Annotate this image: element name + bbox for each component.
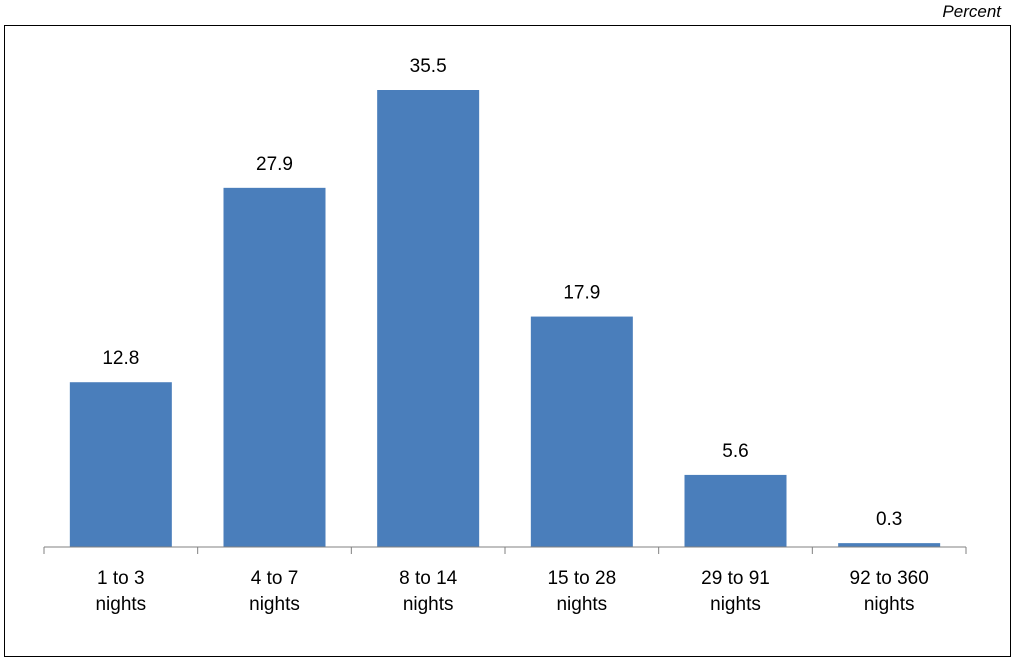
- category-label-0-line-0: 1 to 3: [97, 568, 145, 589]
- value-label-1: 27.9: [256, 154, 293, 175]
- category-label-3-line-1: nights: [556, 594, 607, 615]
- category-label-1-line-0: 4 to 7: [251, 568, 299, 589]
- value-label-2: 35.5: [410, 56, 447, 77]
- category-label-2-line-1: nights: [403, 594, 454, 615]
- bars-group: [69, 90, 941, 548]
- bar-2: [377, 90, 480, 547]
- bar-0: [69, 382, 172, 547]
- category-label-4-line-0: 29 to 91: [701, 568, 770, 589]
- value-label-0: 12.8: [102, 348, 139, 369]
- category-label-0-line-1: nights: [95, 594, 146, 615]
- category-label-4-line-1: nights: [710, 594, 761, 615]
- bar-4: [684, 474, 787, 547]
- category-label-3-line-0: 15 to 28: [547, 568, 616, 589]
- chart-frame: [4, 25, 1011, 657]
- value-labels-group: 12.8 27.9 35.5 17.9 5.6 0.3: [102, 56, 902, 530]
- category-label-5-line-0: 92 to 360: [850, 568, 929, 589]
- category-label-1-line-1: nights: [249, 594, 300, 615]
- x-axis-ticks: [43, 547, 967, 554]
- category-label-2-line-0: 8 to 14: [399, 568, 458, 589]
- value-label-4: 5.6: [722, 441, 748, 462]
- value-label-5: 0.3: [876, 509, 902, 530]
- bar-5: [838, 543, 941, 547]
- bar-1: [223, 187, 326, 548]
- bar-3: [530, 316, 633, 547]
- unit-label: Percent: [942, 2, 1001, 21]
- category-label-5-line-1: nights: [864, 594, 915, 615]
- value-label-3: 17.9: [563, 283, 600, 304]
- category-labels-group: 1 to 3 nights 4 to 7 nights 8 to 14 nights 15 …: [95, 568, 928, 615]
